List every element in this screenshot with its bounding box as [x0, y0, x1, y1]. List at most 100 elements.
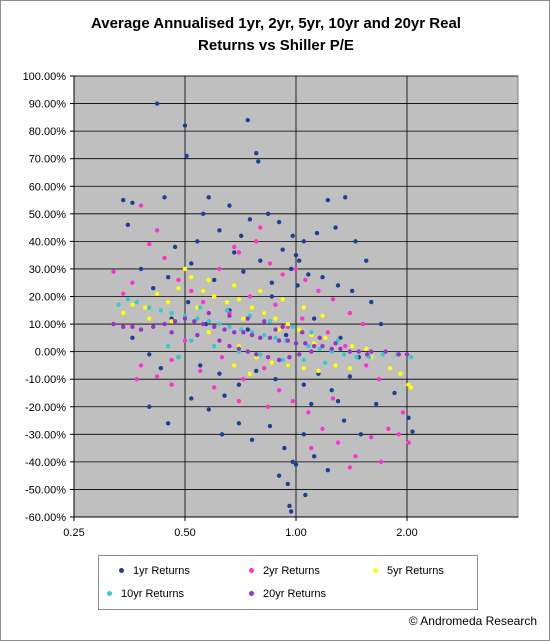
- legend-label-10yr: 10yr Returns: [121, 588, 184, 600]
- data-point-2yr: [182, 338, 188, 343]
- data-point-1yr: [267, 423, 273, 429]
- data-point-1yr: [306, 272, 311, 277]
- data-point-2yr: [247, 294, 253, 299]
- data-point-1yr: [130, 335, 135, 341]
- data-point-5yr: [320, 313, 325, 318]
- data-point-10yr: [217, 321, 222, 327]
- data-point-2yr: [309, 445, 314, 451]
- data-point-20yr: [285, 338, 290, 343]
- data-point-5yr: [322, 335, 328, 341]
- data-point-1yr: [206, 195, 211, 200]
- data-point-1yr: [335, 399, 341, 404]
- data-point-20yr: [273, 327, 278, 332]
- data-point-1yr: [165, 421, 171, 426]
- data-point-10yr: [267, 319, 273, 324]
- data-point-5yr: [143, 305, 148, 310]
- data-point-20yr: [347, 349, 353, 354]
- data-point-2yr: [280, 272, 285, 277]
- data-point-2yr: [376, 376, 382, 382]
- data-point-5yr: [176, 286, 181, 291]
- data-point-1yr: [206, 407, 211, 412]
- data-point-1yr: [219, 432, 225, 437]
- data-point-10yr: [206, 319, 211, 324]
- data-point-1yr: [222, 393, 227, 398]
- data-point-1yr: [276, 473, 282, 478]
- data-point-5yr: [232, 283, 237, 288]
- legend-marker-1yr: [119, 568, 124, 573]
- y-tick-label: 90.00%: [29, 99, 67, 111]
- data-point-10yr: [134, 299, 139, 305]
- data-point-2yr: [265, 404, 271, 409]
- y-tick-label: -50.00%: [25, 484, 66, 496]
- data-point-1yr: [280, 247, 285, 252]
- data-point-2yr: [300, 316, 305, 321]
- data-point-2yr: [330, 297, 336, 302]
- x-tick-label: 2.00: [396, 527, 417, 539]
- data-point-10yr: [408, 354, 414, 360]
- chart-title-line-2: Returns vs Shiller P/E: [198, 37, 354, 54]
- data-point-20yr: [211, 324, 217, 330]
- data-point-20yr: [317, 335, 322, 341]
- data-point-20yr: [192, 319, 197, 324]
- data-point-1yr: [290, 459, 295, 465]
- data-point-20yr: [262, 319, 267, 324]
- data-point-2yr: [386, 426, 391, 431]
- data-point-1yr: [301, 432, 307, 437]
- data-point-20yr: [338, 346, 343, 352]
- data-point-1yr: [130, 200, 135, 205]
- data-point-5yr: [241, 316, 246, 321]
- data-point-20yr: [200, 321, 206, 327]
- y-tick-label: 30.00%: [29, 264, 67, 276]
- data-point-20yr: [206, 310, 211, 316]
- data-point-1yr: [269, 280, 275, 285]
- data-point-2yr: [236, 250, 242, 255]
- data-point-1yr: [369, 299, 374, 305]
- data-point-5yr: [276, 327, 282, 332]
- y-tick-label: -60.00%: [25, 512, 66, 524]
- data-point-1yr: [185, 299, 191, 305]
- legend-marker-10yr: [107, 591, 112, 596]
- chart-title: Average Annualised 1yr, 2yr, 5yr, 10yr a…: [41, 13, 511, 57]
- data-point-10yr: [195, 316, 200, 321]
- data-point-20yr: [138, 327, 144, 332]
- y-tick-label: 60.00%: [29, 181, 67, 193]
- data-point-10yr: [158, 308, 164, 313]
- y-tick-label: 100.00%: [23, 71, 67, 83]
- data-point-20yr: [265, 354, 271, 360]
- data-point-2yr: [360, 321, 366, 327]
- data-point-20yr: [217, 338, 222, 343]
- data-point-1yr: [217, 371, 222, 376]
- y-tick-label: 10.00%: [29, 319, 67, 331]
- data-point-20yr: [245, 316, 250, 321]
- data-point-1yr: [245, 327, 250, 332]
- data-point-1yr: [227, 203, 232, 208]
- data-point-2yr: [200, 299, 206, 305]
- data-point-10yr: [176, 354, 181, 360]
- y-tick-label: -40.00%: [25, 457, 66, 469]
- legend-marker-2yr: [249, 568, 254, 573]
- data-point-1yr: [406, 415, 411, 420]
- data-point-2yr: [347, 310, 353, 316]
- data-point-1yr: [293, 252, 299, 258]
- data-point-1yr: [363, 258, 369, 263]
- data-point-2yr: [169, 382, 174, 387]
- x-tick-label: 0.25: [63, 527, 84, 539]
- data-point-1yr: [358, 432, 364, 437]
- data-point-1yr: [247, 217, 253, 222]
- data-point-20yr: [309, 349, 314, 354]
- data-point-2yr: [396, 432, 401, 437]
- data-point-1yr: [236, 382, 242, 387]
- data-point-20yr: [333, 341, 338, 346]
- data-point-5yr: [211, 294, 217, 299]
- data-point-2yr: [162, 255, 167, 261]
- data-point-20yr: [303, 341, 308, 346]
- data-point-10yr: [309, 330, 314, 335]
- data-point-5yr: [347, 365, 353, 371]
- data-point-2yr: [306, 410, 311, 415]
- data-point-1yr: [245, 117, 250, 123]
- data-point-5yr: [398, 371, 403, 376]
- data-point-10yr: [189, 338, 194, 343]
- data-point-5yr: [349, 343, 355, 349]
- data-point-10yr: [273, 335, 278, 341]
